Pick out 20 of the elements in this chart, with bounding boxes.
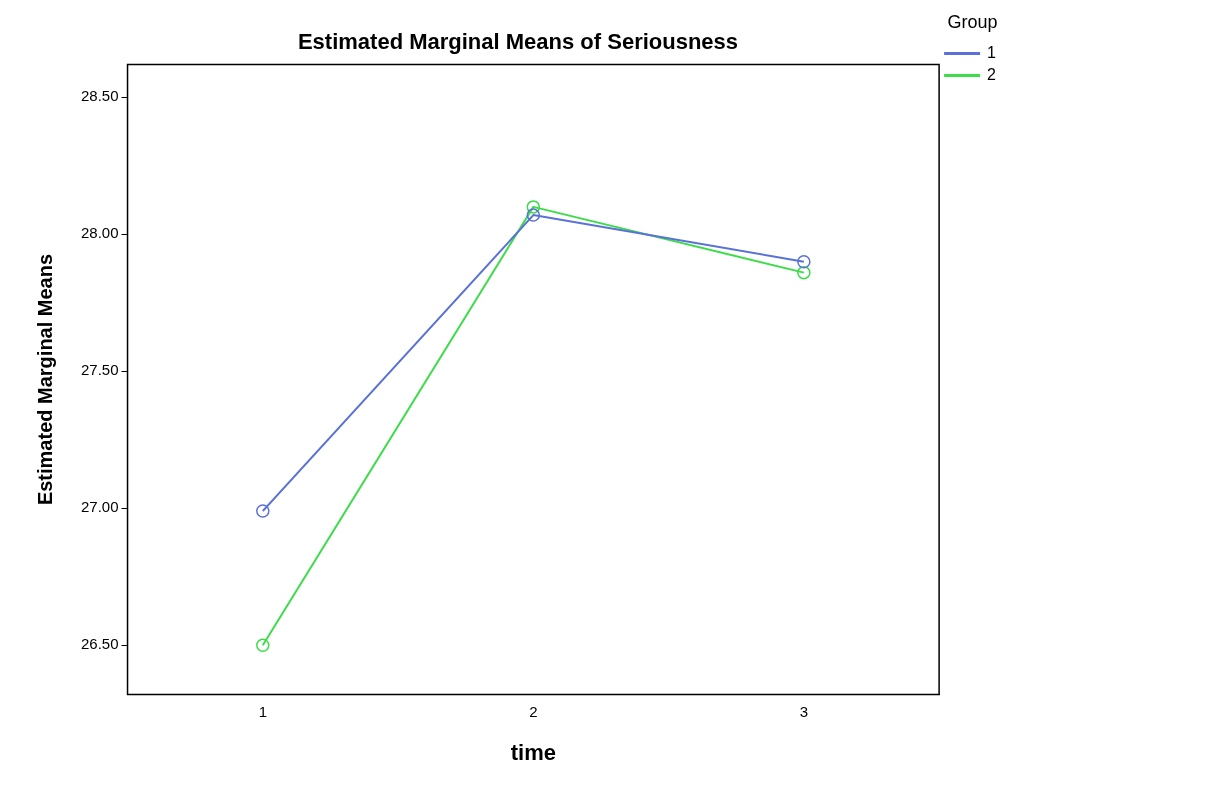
x-tick-label: 3: [799, 702, 809, 720]
x-tick-label: 2: [529, 702, 538, 720]
point: [797, 254, 811, 269]
y-tick-label: 27.00: [80, 498, 119, 516]
legend-label: 1: [987, 44, 997, 62]
y-axis-title: Estimated Marginal Means: [33, 253, 56, 506]
legend-label: 2: [987, 66, 997, 84]
point: [797, 265, 811, 280]
y-tick-label: 28.50: [80, 87, 119, 105]
y-tick-label: 28.00: [80, 224, 119, 242]
y-tick-label: 26.50: [80, 635, 119, 653]
chart-title: Estimated Marginal Means of Seriousness: [297, 29, 739, 55]
x-tick-label: 1: [258, 702, 267, 720]
legend-title: Group: [947, 11, 998, 32]
point: [526, 208, 541, 222]
point: [526, 200, 541, 214]
point: [256, 504, 270, 518]
x-axis-title: time: [510, 739, 556, 765]
y-tick-label: 27.50: [80, 361, 119, 379]
point: [256, 638, 270, 653]
